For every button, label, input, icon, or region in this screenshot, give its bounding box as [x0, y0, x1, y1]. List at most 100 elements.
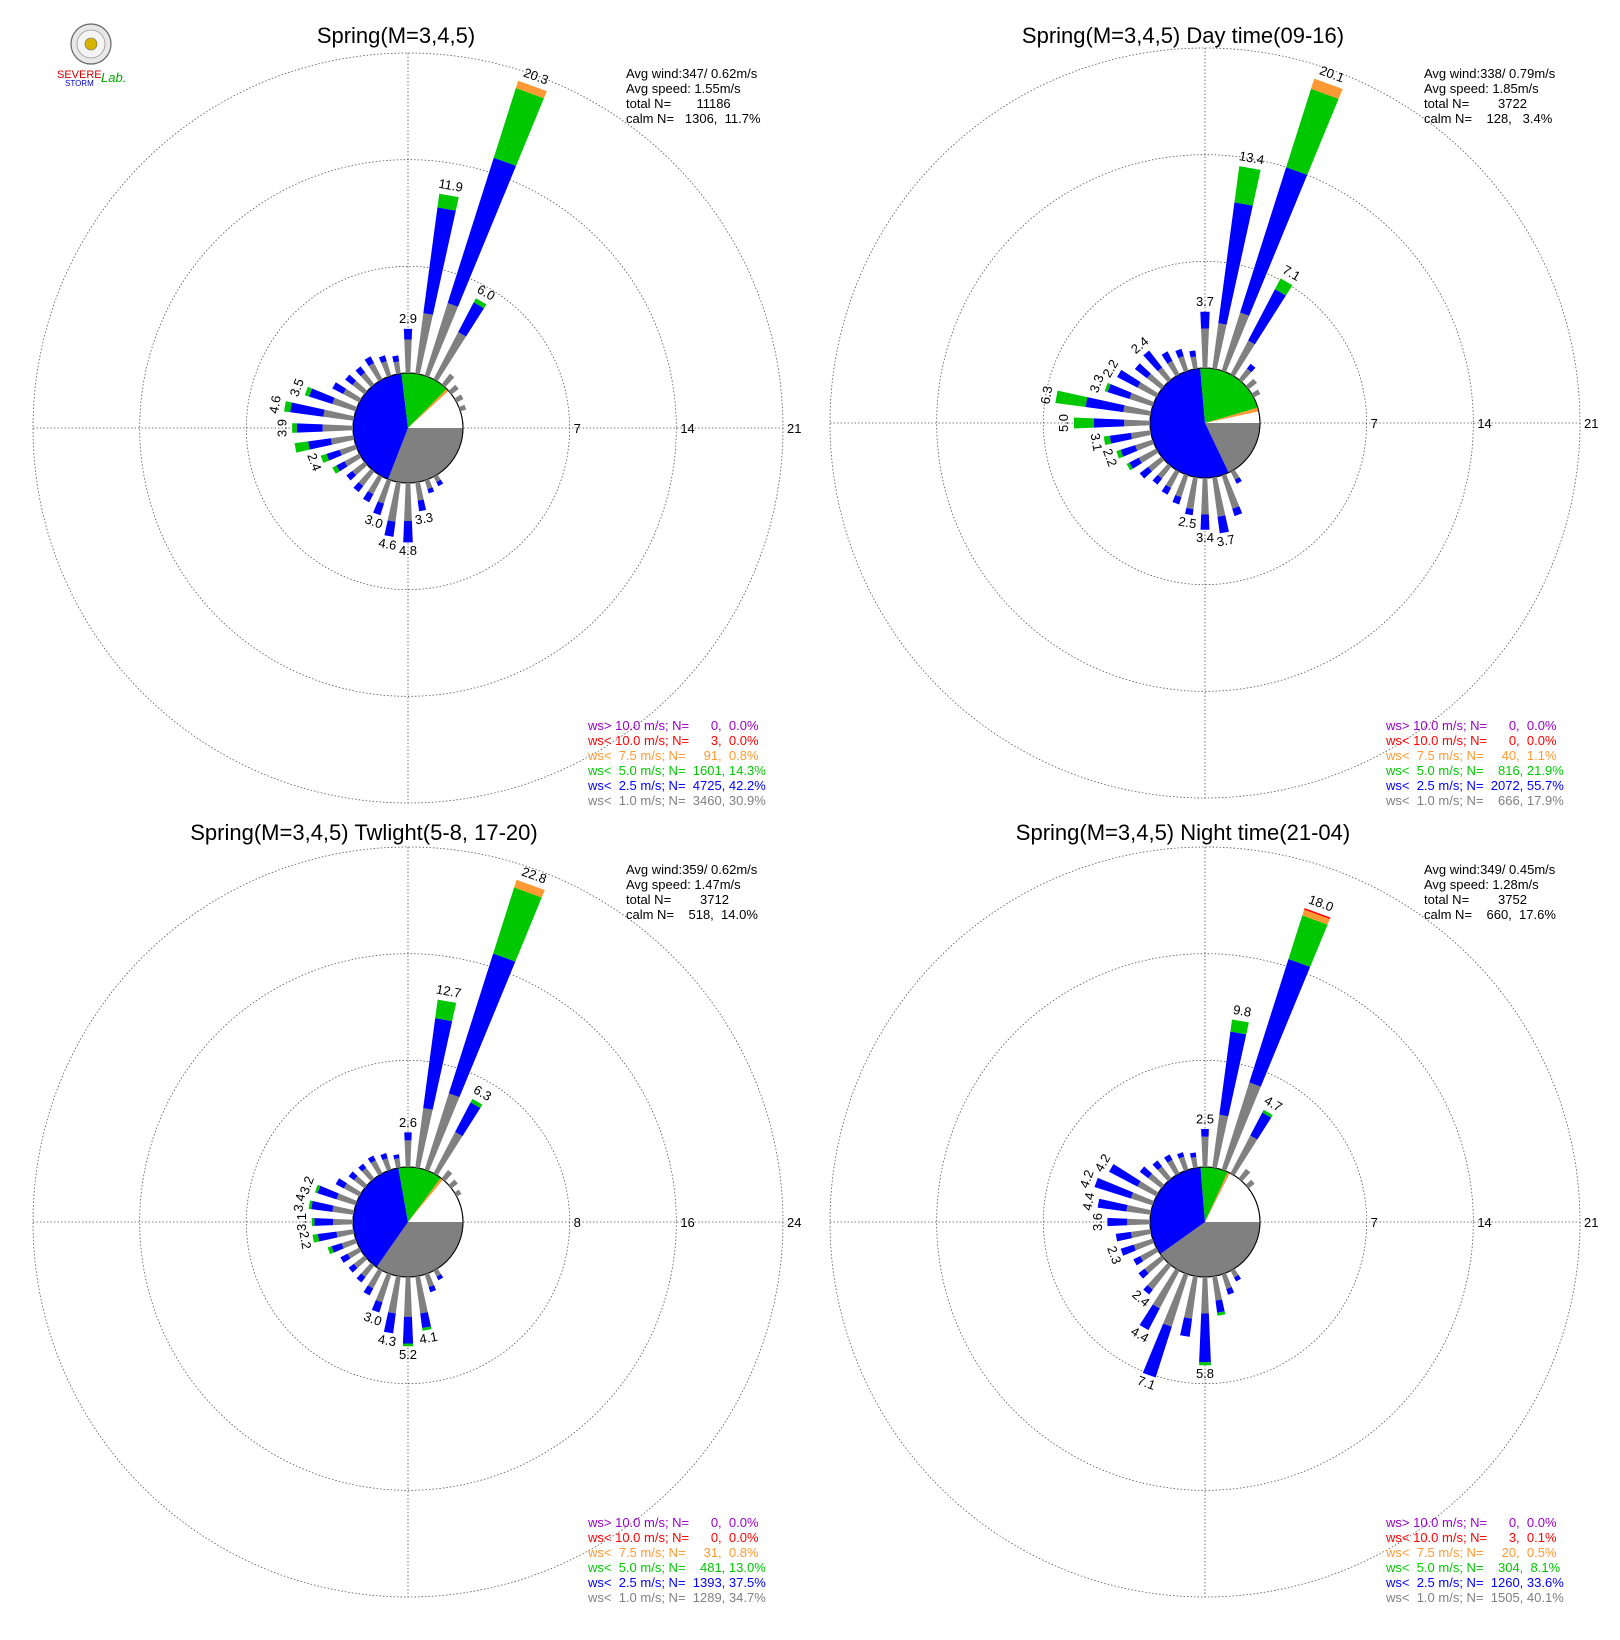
bar-segment [322, 424, 354, 432]
legend-entry: ws< 7.5 m/s; N= 20, 0.5% [1385, 1545, 1557, 1560]
bar-segment [1286, 88, 1339, 175]
bar-segment [356, 1273, 366, 1283]
legend-entry: ws> 10.0 m/s; N= 0, 0.0% [1385, 718, 1557, 733]
stat-avg-speed: Avg speed: 1.85m/s [1424, 81, 1539, 96]
windrose-panel-2: Spring(M=3,4,5) Day time(09-16) 7 14 21 3.7 1… [829, 23, 1598, 808]
bar-segment [1143, 350, 1163, 372]
bar-segment [370, 1160, 383, 1176]
bar-segment [1201, 1128, 1209, 1137]
peak-label: 4.8 [399, 543, 417, 558]
bar-segment [371, 1299, 383, 1313]
bar-segment [1152, 1268, 1180, 1309]
peak-label: 13.4 [1238, 148, 1266, 167]
bar-segment [1148, 1173, 1165, 1189]
bar-segment [312, 1234, 320, 1243]
bar-segment [367, 1268, 383, 1289]
ring-label: 21 [787, 421, 801, 436]
pie-slice [1205, 1171, 1230, 1222]
peak-label: 3.2 [297, 1174, 317, 1196]
pie-slice [376, 1222, 463, 1277]
bar-segment [1109, 432, 1132, 444]
bar-segment [1200, 311, 1210, 329]
peak-label: 5.8 [1196, 1366, 1214, 1381]
bar-segment [1185, 507, 1194, 516]
bar-segment [336, 461, 348, 472]
bar-segment [1104, 382, 1111, 393]
bar-segment [415, 1275, 428, 1314]
peak-label: 3.3 [1086, 372, 1106, 394]
bar-segment [1230, 1135, 1258, 1176]
bar-segment [360, 372, 375, 388]
bar-segment [394, 1158, 401, 1169]
legend-entry: ws< 5.0 m/s; N= 304, 8.1% [1385, 1560, 1561, 1575]
bar-segment [363, 491, 374, 503]
bar-segment [1130, 1192, 1155, 1206]
bar-segment [364, 356, 375, 367]
bar-segment [377, 478, 392, 504]
legend-entry: ws> 10.0 m/s; N= 0, 0.0% [587, 718, 759, 733]
bar-segment [353, 1175, 368, 1189]
pie-slice [352, 373, 408, 480]
ring-label: 16 [680, 1215, 694, 1230]
bar-segment [327, 1246, 334, 1255]
bar-segment [1108, 1163, 1141, 1187]
bar-segment [1107, 384, 1132, 399]
logo-text-storm: STORM [65, 79, 94, 88]
peak-label: 3.4 [290, 1193, 308, 1213]
bar-segment [424, 1093, 460, 1172]
bar-segment [323, 409, 355, 421]
bar-segment [1186, 476, 1198, 510]
bar-segment [1103, 435, 1112, 445]
bar-segment [308, 438, 332, 450]
bar-segment [417, 499, 427, 512]
bar-segment [308, 1200, 313, 1210]
bar-segment [1238, 368, 1252, 383]
bar-segment [1212, 1275, 1223, 1301]
panel-title: Spring(M=3,4,5) Night time(21-04) [1016, 820, 1350, 845]
bar-segment [1201, 328, 1209, 369]
bar-segment [1165, 469, 1180, 488]
bar-segment [1184, 1275, 1198, 1319]
bar-segment [1115, 1231, 1132, 1242]
bar-segment [314, 1218, 334, 1226]
bar-segment [1178, 356, 1189, 373]
peak-label: 11.9 [437, 176, 464, 195]
bar-segment [343, 388, 362, 403]
bar-segment [346, 470, 357, 481]
bar-segment [493, 887, 542, 962]
bar-segment [422, 1326, 432, 1331]
bar-segment [470, 1098, 483, 1109]
bar-segment [1249, 958, 1311, 1087]
bar-segment [1212, 323, 1227, 370]
bar-segment [1219, 1031, 1247, 1117]
bar-segment [1212, 1114, 1229, 1169]
bar-segment [1124, 419, 1151, 427]
bar-segment [428, 1285, 437, 1293]
bar-segment [1139, 1304, 1160, 1331]
stat-avg-wind: Avg wind:359/ 0.62m/s [626, 862, 758, 877]
bar-segment [1238, 1168, 1251, 1182]
stat-total: total N= 3752 [1424, 892, 1527, 907]
bar-segment [348, 1263, 358, 1273]
bar-segment [454, 1189, 462, 1197]
legend-entry: ws< 10.0 m/s; N= 3, 0.1% [1385, 1530, 1557, 1545]
bar-segment [404, 1140, 412, 1168]
bar-segment [352, 380, 368, 395]
panel-title: Spring(M=3,4,5) [317, 23, 475, 48]
legend-entry: ws< 5.0 m/s; N= 816, 21.9% [1385, 763, 1564, 778]
bar-segment [1123, 405, 1152, 416]
peak-label: 2.6 [399, 1115, 417, 1130]
bar-segment [1200, 514, 1210, 530]
bar-segment [1302, 909, 1330, 925]
bar-segment [447, 157, 517, 307]
bar-segment [473, 298, 487, 309]
legend-entry: ws> 10.0 m/s; N= 0, 0.0% [1385, 1515, 1557, 1530]
peak-label: 4.6 [266, 394, 284, 414]
bar-segment [332, 1205, 355, 1215]
windrose-panel-4: Spring(M=3,4,5) Night time(21-04) 7 14 21 2.… [829, 820, 1598, 1605]
bar-segment [1212, 476, 1226, 517]
bar-segment [1234, 1274, 1242, 1282]
range-ring [936, 953, 1474, 1491]
peak-label: 2.3 [1104, 1244, 1124, 1266]
bar-segment [1135, 439, 1155, 451]
